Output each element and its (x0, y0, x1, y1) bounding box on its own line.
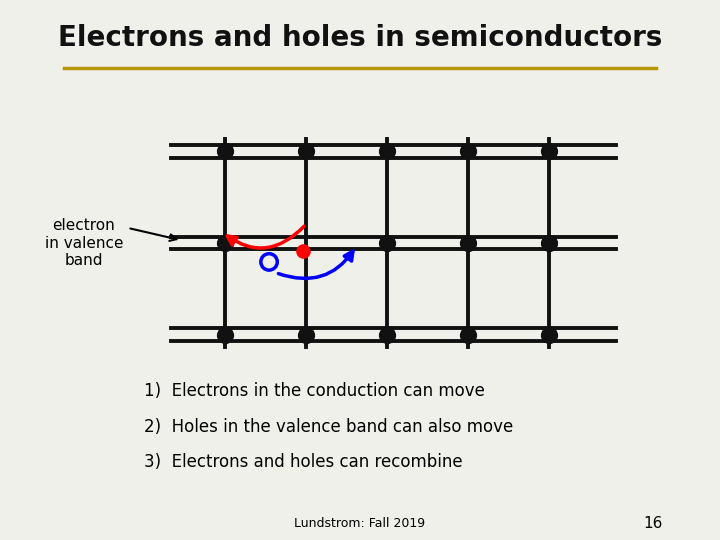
FancyArrowPatch shape (279, 251, 353, 279)
Text: electron
in valence
band: electron in valence band (45, 218, 123, 268)
Point (220, 330, 231, 339)
Point (264, 258, 275, 266)
Point (462, 330, 474, 339)
Text: Electrons and holes in semiconductors: Electrons and holes in semiconductors (58, 24, 662, 52)
Point (300, 330, 312, 339)
Text: Lundstrom: Fall 2019: Lundstrom: Fall 2019 (294, 517, 426, 530)
Point (381, 330, 392, 339)
Point (543, 147, 554, 156)
Text: 3)  Electrons and holes can recombine: 3) Electrons and holes can recombine (145, 453, 463, 471)
Text: 2)  Holes in the valence band can also move: 2) Holes in the valence band can also mo… (145, 417, 513, 436)
Point (381, 239, 392, 247)
FancyArrowPatch shape (228, 226, 305, 248)
Point (220, 239, 231, 247)
Point (462, 147, 474, 156)
Point (462, 239, 474, 247)
Point (543, 239, 554, 247)
Text: 1)  Electrons in the conduction can move: 1) Electrons in the conduction can move (145, 382, 485, 401)
Point (381, 147, 392, 156)
Point (220, 147, 231, 156)
Point (297, 247, 308, 255)
Text: 16: 16 (644, 516, 663, 531)
Point (300, 147, 312, 156)
Point (543, 330, 554, 339)
